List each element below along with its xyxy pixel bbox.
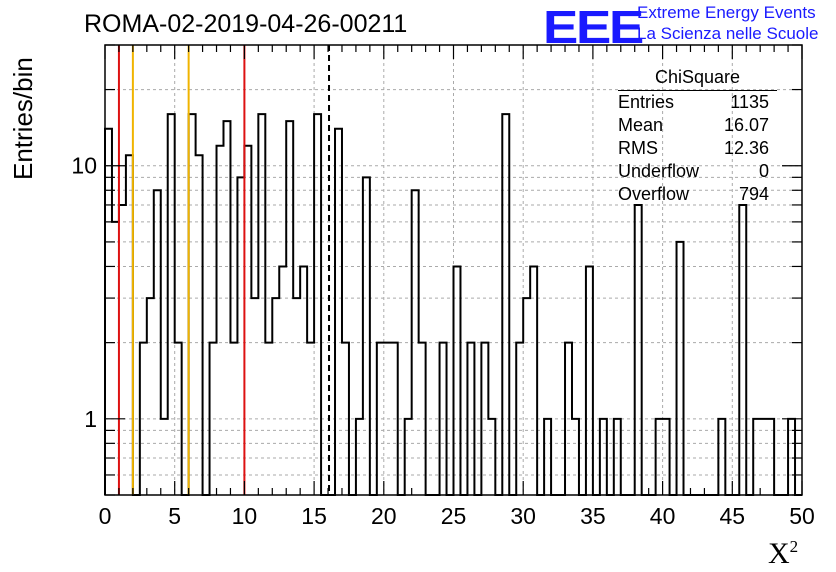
eee-tagline-1: Extreme Energy Events <box>637 3 816 22</box>
stats-label: Overflow <box>618 184 690 204</box>
x-tick-label: 30 <box>510 503 536 529</box>
stats-value: 1135 <box>730 92 769 112</box>
stats-label: Entries <box>618 92 675 112</box>
stats-row-entries: Entries 1135 <box>612 91 777 114</box>
stats-box: ChiSquare Entries 1135 Mean 16.07 RMS 12.36… <box>612 67 777 206</box>
y-tick-label: 1 <box>84 406 97 432</box>
x-tick-label: 0 <box>99 503 112 529</box>
stats-row-underflow: Underflow 0 <box>612 160 777 183</box>
stats-value: 12.36 <box>723 138 769 158</box>
eee-logo: EEE <box>543 1 644 53</box>
x-axis-label-base: X <box>768 537 790 570</box>
plot-title: ROMA-02-2019-04-26-00211 <box>84 10 408 38</box>
y-axis-label: Entries/bin <box>8 57 38 180</box>
eee-tagline-2: La Scienza nelle Scuole <box>637 24 819 43</box>
x-tick-label: 35 <box>580 503 606 529</box>
x-tick-label: 45 <box>720 503 746 529</box>
stats-label: Underflow <box>618 161 700 181</box>
x-tick-label: 50 <box>789 503 815 529</box>
stats-row-rms: RMS 12.36 <box>612 137 777 160</box>
x-tick-label: 5 <box>168 503 181 529</box>
y-tick-label: 10 <box>71 153 97 179</box>
stats-label: RMS <box>618 138 658 158</box>
x-tick-label: 10 <box>232 503 258 529</box>
stats-row-mean: Mean 16.07 <box>612 114 777 137</box>
stats-value: 16.07 <box>723 115 769 135</box>
x-tick-label: 40 <box>650 503 676 529</box>
x-axis-label-superscript: 2 <box>789 537 799 556</box>
x-tick-label: 25 <box>441 503 467 529</box>
stats-label: Mean <box>618 115 664 135</box>
stats-value: 794 <box>738 184 769 204</box>
stats-value: 0 <box>758 161 769 181</box>
stats-row-overflow: Overflow 794 <box>612 183 777 206</box>
x-tick-label: 20 <box>371 503 397 529</box>
stats-title: ChiSquare <box>618 67 777 91</box>
x-axis-label: X2 <box>768 537 798 571</box>
x-tick-label: 15 <box>301 503 327 529</box>
